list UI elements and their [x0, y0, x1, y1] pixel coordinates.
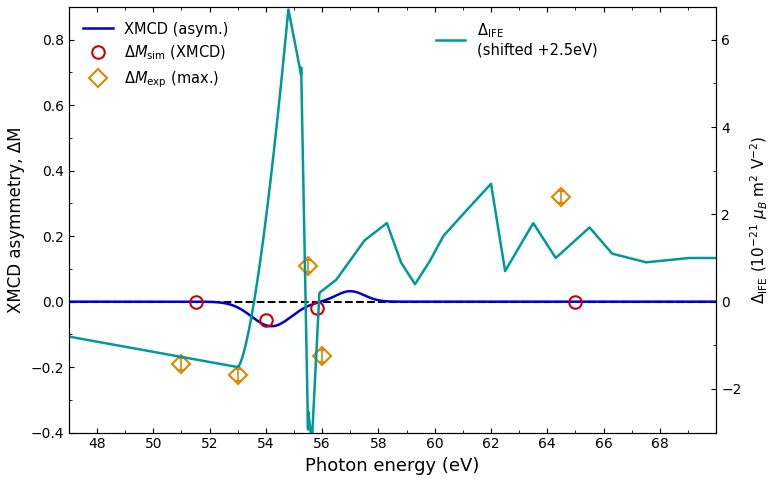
Y-axis label: $\Delta_{\mathrm{IFE}}\ (10^{-21}\ \mu_B\ \mathrm{m}^2\ \mathrm{V}^{-2})$: $\Delta_{\mathrm{IFE}}\ (10^{-21}\ \mu_B…: [748, 135, 770, 304]
Legend: $\Delta_{\mathrm{IFE}}$
(shifted +2.5eV): $\Delta_{\mathrm{IFE}}$ (shifted +2.5eV): [429, 14, 605, 65]
Y-axis label: XMCD asymmetry, ΔM: XMCD asymmetry, ΔM: [7, 127, 25, 313]
X-axis label: Photon energy (eV): Photon energy (eV): [305, 457, 479, 475]
